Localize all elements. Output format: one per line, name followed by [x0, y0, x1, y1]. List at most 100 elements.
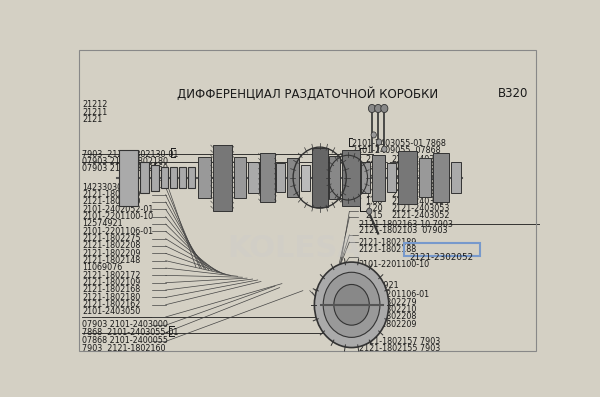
Text: 2121-2403062: 2121-2403062	[391, 155, 449, 164]
Bar	[419, 158, 431, 197]
Bar	[342, 150, 359, 206]
Circle shape	[314, 262, 389, 347]
Text: 07903 2101-2403000: 07903 2101-2403000	[82, 320, 168, 329]
Text: 2121-1802148: 2121-1802148	[82, 256, 140, 265]
Circle shape	[334, 285, 369, 325]
Text: 2121-1802110: 2121-1802110	[82, 190, 140, 199]
Text: 2121-2403056: 2121-2403056	[391, 190, 449, 199]
Text: 14233030: 14233030	[82, 183, 122, 192]
Text: 11069076: 11069076	[82, 264, 122, 272]
Text: 07868 2101-2400055: 07868 2101-2400055	[82, 335, 168, 345]
Bar	[199, 157, 211, 198]
Bar	[260, 153, 275, 202]
Text: 2121-1802210: 2121-1802210	[359, 305, 417, 314]
Text: 2121-1802209: 2121-1802209	[359, 320, 417, 329]
Bar	[119, 150, 138, 206]
Circle shape	[323, 272, 380, 337]
Text: 2121-2403052: 2121-2403052	[391, 211, 450, 220]
Text: 2121-1802210: 2121-1802210	[82, 197, 140, 206]
Circle shape	[367, 208, 372, 214]
Text: 2121-2403053: 2121-2403053	[391, 204, 449, 213]
Text: 2101-2403055-01 7868: 2101-2403055-01 7868	[352, 139, 446, 148]
Text: 2121-1802168: 2121-1802168	[82, 285, 140, 295]
Text: 7903  2121-1802130-01: 7903 2121-1802130-01	[82, 150, 178, 159]
Bar	[312, 148, 328, 207]
Circle shape	[382, 146, 387, 152]
Text: 2121-2403059: 2121-2403059	[391, 169, 450, 178]
Circle shape	[371, 132, 376, 138]
Text: 2121-2302052: 2121-2302052	[410, 253, 474, 262]
Bar	[387, 164, 396, 192]
Text: 12574921: 12574921	[82, 220, 122, 228]
Text: 1,80: 1,80	[365, 197, 383, 206]
Text: 2101-2201100-10: 2101-2201100-10	[359, 260, 430, 269]
Bar	[398, 151, 417, 204]
Text: 7903  2121-1802160: 7903 2121-1802160	[82, 344, 166, 353]
Text: 2121-1802209: 2121-1802209	[82, 249, 140, 258]
Text: 1,90: 1,90	[365, 183, 383, 192]
Circle shape	[368, 104, 376, 113]
Bar	[329, 156, 340, 199]
Text: 2121-2403057: 2121-2403057	[391, 183, 450, 192]
Text: 2121-1802279: 2121-1802279	[359, 298, 417, 307]
Bar	[188, 168, 195, 188]
Bar	[361, 162, 370, 193]
Text: 2101-2403050: 2101-2403050	[352, 162, 410, 171]
Bar	[372, 155, 385, 201]
Text: ДИФФЕРЕНЦИАЛ РАЗДАТОЧНОЙ КОРОБКИ: ДИФФЕРЕНЦИАЛ РАЗДАТОЧНОЙ КОРОБКИ	[177, 87, 438, 101]
Circle shape	[374, 104, 382, 113]
Text: KOLESA: KOLESA	[227, 234, 361, 263]
Bar	[151, 166, 160, 191]
Text: 2,10: 2,10	[365, 155, 383, 164]
Text: 2121-1802162: 2121-1802162	[82, 300, 140, 309]
Text: B320: B320	[498, 87, 529, 100]
Text: 2121-1802172: 2121-1802172	[82, 271, 140, 280]
Text: 2,15: 2,15	[365, 211, 383, 220]
Text: 2121-1802157 7903: 2121-1802157 7903	[359, 337, 440, 346]
Text: 2101-2201100-10: 2101-2201100-10	[82, 212, 153, 221]
Text: 7868  2101-2403055-01: 7868 2101-2403055-01	[82, 328, 178, 337]
Circle shape	[381, 104, 388, 113]
Text: 2121-1802208: 2121-1802208	[82, 241, 140, 251]
Bar	[212, 145, 232, 211]
Bar	[433, 153, 449, 202]
Bar	[179, 168, 186, 188]
Text: 2,05: 2,05	[365, 162, 383, 171]
Text: 12574921: 12574921	[359, 281, 399, 290]
Bar	[451, 162, 461, 193]
Text: 2121-1802275: 2121-1802275	[82, 234, 140, 243]
Text: 2121-1802109: 2121-1802109	[82, 278, 140, 287]
Bar	[287, 158, 299, 197]
Text: 07903 2121-1802180: 07903 2121-1802180	[82, 157, 168, 166]
Text: 21212: 21212	[82, 100, 107, 109]
Text: 1,95: 1,95	[365, 176, 383, 185]
Text: 21211: 21211	[82, 108, 107, 117]
Bar	[276, 164, 285, 192]
Text: 1,85: 1,85	[365, 190, 383, 199]
Text: 2121-1802180: 2121-1802180	[82, 293, 140, 302]
Text: 2121-1802155 7903: 2121-1802155 7903	[359, 344, 440, 353]
Text: 2121-2403054: 2121-2403054	[391, 197, 449, 206]
Text: 2121-1802163-10 7903: 2121-1802163-10 7903	[359, 220, 452, 229]
Bar	[234, 157, 246, 198]
Text: 2121-1802189: 2121-1802189	[359, 238, 417, 247]
Text: 2121-1802188: 2121-1802188	[359, 245, 417, 254]
Text: 2101-2403050: 2101-2403050	[82, 308, 140, 316]
Bar	[170, 168, 177, 188]
Text: 2,00: 2,00	[365, 169, 383, 178]
Bar	[140, 162, 149, 193]
Text: 2101-2402052-01: 2101-2402052-01	[82, 205, 154, 214]
Text: 2101-2409055  07868: 2101-2409055 07868	[352, 146, 440, 155]
Text: 2121-2403061: 2121-2403061	[391, 162, 449, 171]
Bar	[301, 166, 310, 191]
Text: 2121-1802103  07903: 2121-1802103 07903	[359, 226, 447, 235]
Text: 2101-2201106-01: 2101-2201106-01	[359, 290, 430, 299]
Text: 2121: 2121	[82, 115, 102, 124]
Text: 2101-2201106-01: 2101-2201106-01	[82, 227, 153, 236]
Text: 2121-1802208: 2121-1802208	[359, 312, 417, 321]
Text: 2121-2403058: 2121-2403058	[391, 176, 449, 185]
Bar	[161, 168, 168, 188]
Bar	[248, 162, 259, 193]
Text: 2,20: 2,20	[365, 204, 383, 213]
Circle shape	[376, 139, 382, 145]
